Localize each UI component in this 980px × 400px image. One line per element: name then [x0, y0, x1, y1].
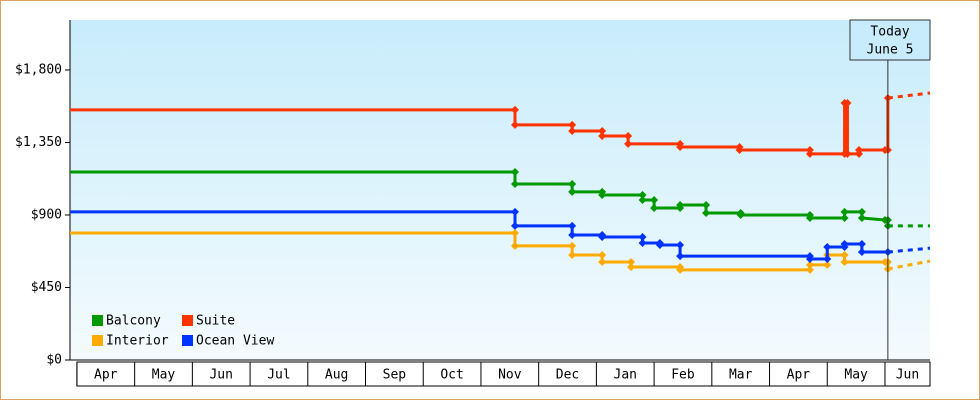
price-marker	[568, 127, 577, 136]
price-marker	[676, 240, 685, 249]
price-marker	[638, 195, 647, 204]
x-tick-label: Aug	[325, 368, 348, 383]
x-tick-label: Mar	[729, 368, 753, 383]
price-marker	[843, 149, 852, 158]
forecast-line	[887, 246, 931, 254]
price-marker	[736, 210, 745, 219]
y-tick-label: $1,350	[15, 135, 62, 150]
price-marker	[638, 233, 647, 242]
forecast-line	[887, 91, 931, 100]
price-marker	[511, 229, 520, 238]
legend-swatch	[182, 315, 193, 326]
x-tick-label: May	[844, 368, 868, 383]
price-marker	[511, 105, 520, 114]
price-marker	[655, 240, 664, 249]
price-marker	[676, 142, 685, 151]
price-marker	[568, 180, 577, 189]
price-marker	[568, 221, 577, 230]
y-tick-label: $0	[46, 353, 62, 368]
price-marker	[627, 258, 636, 267]
price-marker	[598, 250, 607, 259]
price-marker	[511, 180, 520, 189]
price-marker	[598, 132, 607, 141]
price-marker	[598, 258, 607, 267]
x-tick-label: Sep	[383, 368, 407, 383]
x-tick-label: Jul	[267, 368, 290, 383]
price-marker	[843, 98, 852, 107]
price-marker	[627, 263, 636, 272]
price-marker	[702, 209, 711, 218]
price-marker	[840, 250, 849, 259]
price-marker	[568, 241, 577, 250]
today-label: Today	[870, 25, 909, 40]
forecast-line	[887, 259, 931, 271]
legend-swatch	[182, 335, 193, 346]
price-marker	[676, 200, 685, 209]
legend-swatch	[92, 315, 103, 326]
plot-area	[70, 20, 930, 360]
price-marker	[840, 214, 849, 223]
month-band	[76, 361, 931, 387]
price-marker	[650, 195, 659, 204]
legend-label: Suite	[196, 314, 235, 329]
price-marker	[840, 258, 849, 267]
legend-label: Balcony	[106, 314, 161, 329]
price-marker	[805, 260, 814, 269]
price-marker	[676, 265, 685, 274]
x-tick-label: Apr	[787, 368, 811, 383]
price-marker	[511, 241, 520, 250]
price-marker	[511, 120, 520, 129]
price-marker	[598, 233, 607, 242]
legend-label: Interior	[106, 334, 169, 349]
price-marker	[805, 214, 814, 223]
price-marker	[511, 221, 520, 230]
price-marker	[735, 146, 744, 155]
price-marker	[568, 230, 577, 239]
price-marker	[805, 265, 814, 274]
price-marker	[638, 239, 647, 248]
x-tick-label: Jun	[896, 368, 919, 383]
price-marker	[568, 187, 577, 196]
price-marker	[805, 149, 814, 158]
x-tick-label: Dec	[556, 368, 579, 383]
price-marker	[823, 243, 832, 252]
price-marker	[676, 252, 685, 261]
y-tick-label: $450	[31, 280, 62, 295]
x-tick-label: Apr	[94, 368, 118, 383]
price-marker	[857, 214, 866, 223]
price-marker	[857, 248, 866, 257]
y-tick-label: $900	[31, 207, 62, 222]
price-marker	[857, 239, 866, 248]
x-tick-label: Nov	[498, 368, 522, 383]
price-marker	[823, 254, 832, 263]
price-marker	[823, 260, 832, 269]
x-tick-label: Feb	[671, 368, 695, 383]
x-tick-label: Jan	[614, 368, 637, 383]
x-tick-label: Jun	[209, 368, 232, 383]
price-marker	[598, 127, 607, 136]
price-marker	[650, 204, 659, 213]
price-marker	[840, 207, 849, 216]
price-marker	[840, 239, 849, 248]
price-marker	[511, 167, 520, 176]
x-tick-label: Oct	[440, 368, 463, 383]
price-marker	[568, 250, 577, 259]
price-marker	[638, 190, 647, 199]
today-label: June 5	[867, 43, 914, 58]
legend-swatch	[92, 335, 103, 346]
price-marker	[568, 120, 577, 129]
price-marker	[624, 139, 633, 148]
today-box	[849, 19, 931, 61]
legend-label: Ocean View	[196, 334, 274, 349]
price-marker	[857, 207, 866, 216]
price-marker	[702, 200, 711, 209]
price-marker	[855, 146, 864, 155]
price-marker	[805, 254, 814, 263]
price-marker	[598, 190, 607, 199]
price-marker	[511, 207, 520, 216]
price-marker	[624, 132, 633, 141]
x-tick-label: May	[152, 368, 176, 383]
y-tick-label: $1,800	[15, 62, 62, 77]
